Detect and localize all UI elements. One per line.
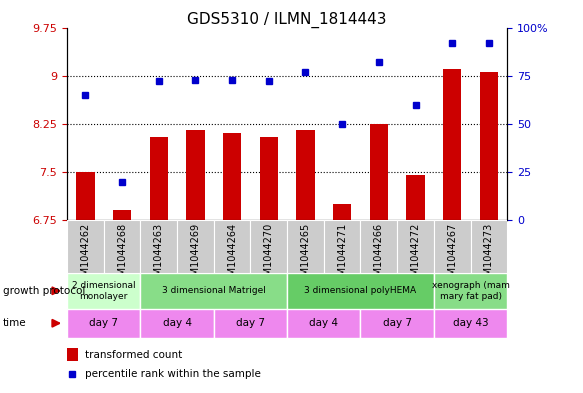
Text: GSM1044272: GSM1044272 [410,223,420,288]
Text: transformed count: transformed count [85,350,182,360]
Text: GSM1044271: GSM1044271 [337,223,347,288]
Bar [434,273,507,309]
Text: GSM1044267: GSM1044267 [447,223,457,288]
Bar [287,309,360,338]
Bar [296,130,315,220]
Text: 2 dimensional
monolayer: 2 dimensional monolayer [72,281,135,301]
Bar [333,204,352,220]
Text: GSM1044263: GSM1044263 [154,223,164,288]
Text: GSM1044266: GSM1044266 [374,223,384,288]
Text: day 4: day 4 [163,318,192,328]
Bar [214,220,251,273]
Text: time: time [3,318,27,328]
Bar [177,220,214,273]
Bar [113,210,131,220]
Text: xenograph (mam
mary fat pad): xenograph (mam mary fat pad) [431,281,510,301]
Bar [214,309,287,338]
Text: 3 dimensional polyHEMA: 3 dimensional polyHEMA [304,286,416,295]
Text: GSM1044264: GSM1044264 [227,223,237,288]
Text: day 4: day 4 [310,318,338,328]
Bar [443,69,461,220]
Bar [370,124,388,220]
Text: day 7: day 7 [236,318,265,328]
Bar [397,220,434,273]
Bar [360,309,434,338]
Bar [67,273,141,309]
Bar [251,220,287,273]
Bar [360,220,397,273]
Bar [67,220,104,273]
Text: growth protocol: growth protocol [3,286,85,296]
Bar [287,220,324,273]
Text: GSM1044268: GSM1044268 [117,223,127,288]
Bar [259,137,278,220]
Text: day 7: day 7 [382,318,412,328]
Text: GSM1044269: GSM1044269 [191,223,201,288]
Text: 3 dimensional Matrigel: 3 dimensional Matrigel [162,286,266,295]
Text: GSM1044265: GSM1044265 [300,223,311,288]
Bar [480,72,498,220]
Text: GSM1044273: GSM1044273 [484,223,494,288]
Bar [324,220,360,273]
Bar [470,220,507,273]
Text: GSM1044262: GSM1044262 [80,223,90,288]
Title: GDS5310 / ILMN_1814443: GDS5310 / ILMN_1814443 [187,11,387,28]
Bar [223,133,241,220]
Bar [141,309,214,338]
Bar [104,220,141,273]
Bar [186,130,205,220]
Text: day 7: day 7 [89,318,118,328]
Bar [141,220,177,273]
Text: GSM1044270: GSM1044270 [264,223,274,288]
Text: day 43: day 43 [453,318,489,328]
Bar [287,273,434,309]
Bar [434,220,470,273]
Text: percentile rank within the sample: percentile rank within the sample [85,369,261,379]
Bar [434,309,507,338]
Bar [406,175,424,220]
Bar [67,348,78,362]
Bar [76,172,94,220]
Bar [141,273,287,309]
Bar [150,137,168,220]
Bar [67,309,141,338]
